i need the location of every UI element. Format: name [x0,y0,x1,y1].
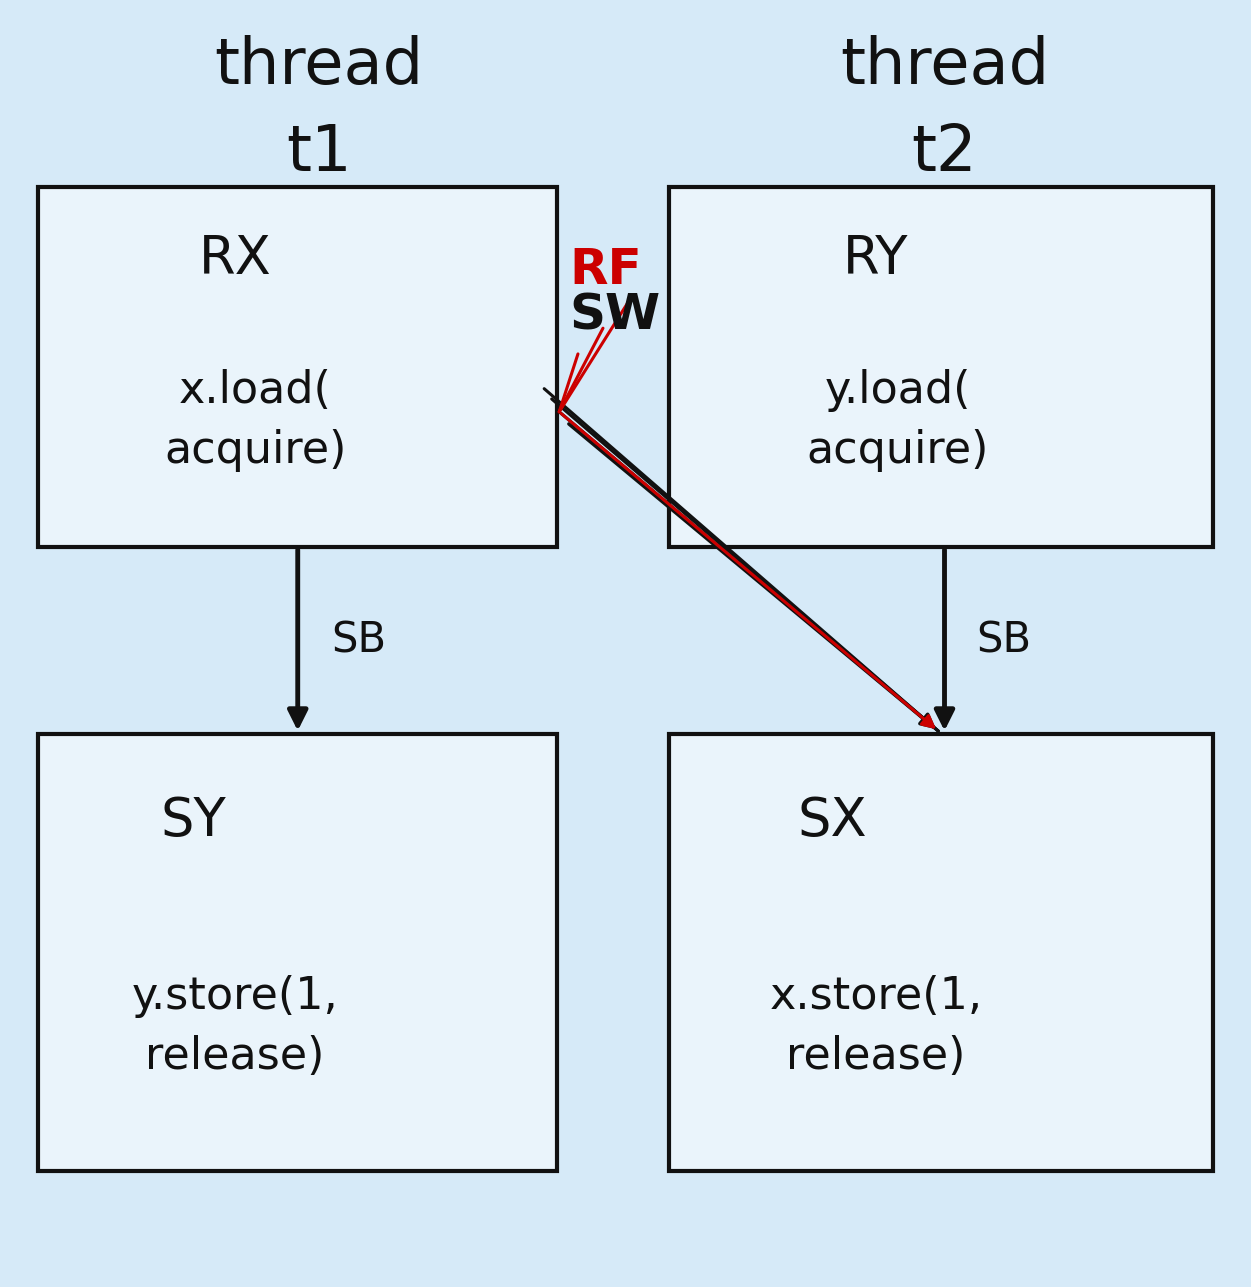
Text: SB: SB [976,619,1031,662]
FancyBboxPatch shape [38,734,557,1171]
Text: thread
t2: thread t2 [839,35,1050,184]
Text: x.store(1,
release): x.store(1, release) [769,976,982,1079]
FancyBboxPatch shape [669,187,1213,547]
Text: SW: SW [569,291,661,340]
Text: RF: RF [569,246,642,295]
Text: RY: RY [843,233,908,284]
Text: SB: SB [332,619,387,662]
Text: y.load(
acquire): y.load( acquire) [807,369,990,472]
FancyBboxPatch shape [669,734,1213,1171]
Text: SX: SX [798,795,867,847]
Text: RX: RX [199,233,271,284]
Text: thread
t1: thread t1 [214,35,424,184]
FancyBboxPatch shape [38,187,557,547]
Text: x.load(
acquire): x.load( acquire) [164,369,347,472]
Text: SY: SY [160,795,226,847]
Text: y.store(1,
release): y.store(1, release) [131,976,338,1079]
